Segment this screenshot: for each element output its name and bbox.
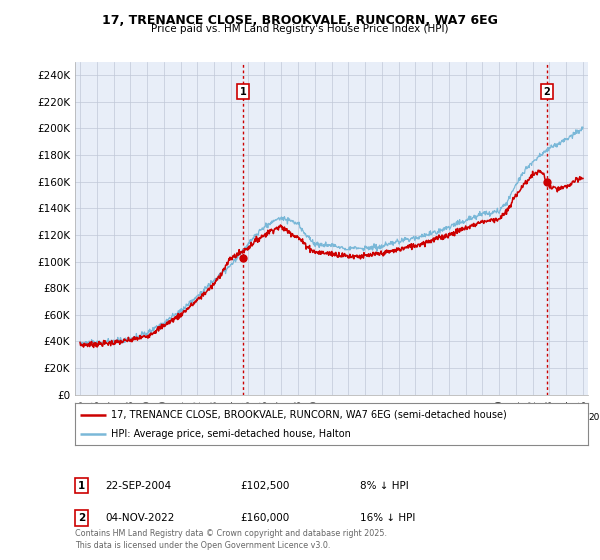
Text: HPI: Average price, semi-detached house, Halton: HPI: Average price, semi-detached house,… <box>111 429 351 439</box>
Text: 2: 2 <box>78 513 85 523</box>
Text: £102,500: £102,500 <box>240 480 289 491</box>
Text: £160,000: £160,000 <box>240 513 289 523</box>
Text: 16% ↓ HPI: 16% ↓ HPI <box>360 513 415 523</box>
Text: 8% ↓ HPI: 8% ↓ HPI <box>360 480 409 491</box>
Text: Contains HM Land Registry data © Crown copyright and database right 2025.
This d: Contains HM Land Registry data © Crown c… <box>75 529 387 550</box>
Text: Price paid vs. HM Land Registry's House Price Index (HPI): Price paid vs. HM Land Registry's House … <box>151 24 449 34</box>
Text: 2: 2 <box>544 87 550 96</box>
Text: 17, TRENANCE CLOSE, BROOKVALE, RUNCORN, WA7 6EG (semi-detached house): 17, TRENANCE CLOSE, BROOKVALE, RUNCORN, … <box>111 409 506 419</box>
Text: 1: 1 <box>78 480 85 491</box>
Text: 2025: 2025 <box>589 413 600 422</box>
Text: 04-NOV-2022: 04-NOV-2022 <box>105 513 175 523</box>
Text: 1: 1 <box>239 87 247 96</box>
Text: 17, TRENANCE CLOSE, BROOKVALE, RUNCORN, WA7 6EG: 17, TRENANCE CLOSE, BROOKVALE, RUNCORN, … <box>102 14 498 27</box>
Text: 22-SEP-2004: 22-SEP-2004 <box>105 480 171 491</box>
